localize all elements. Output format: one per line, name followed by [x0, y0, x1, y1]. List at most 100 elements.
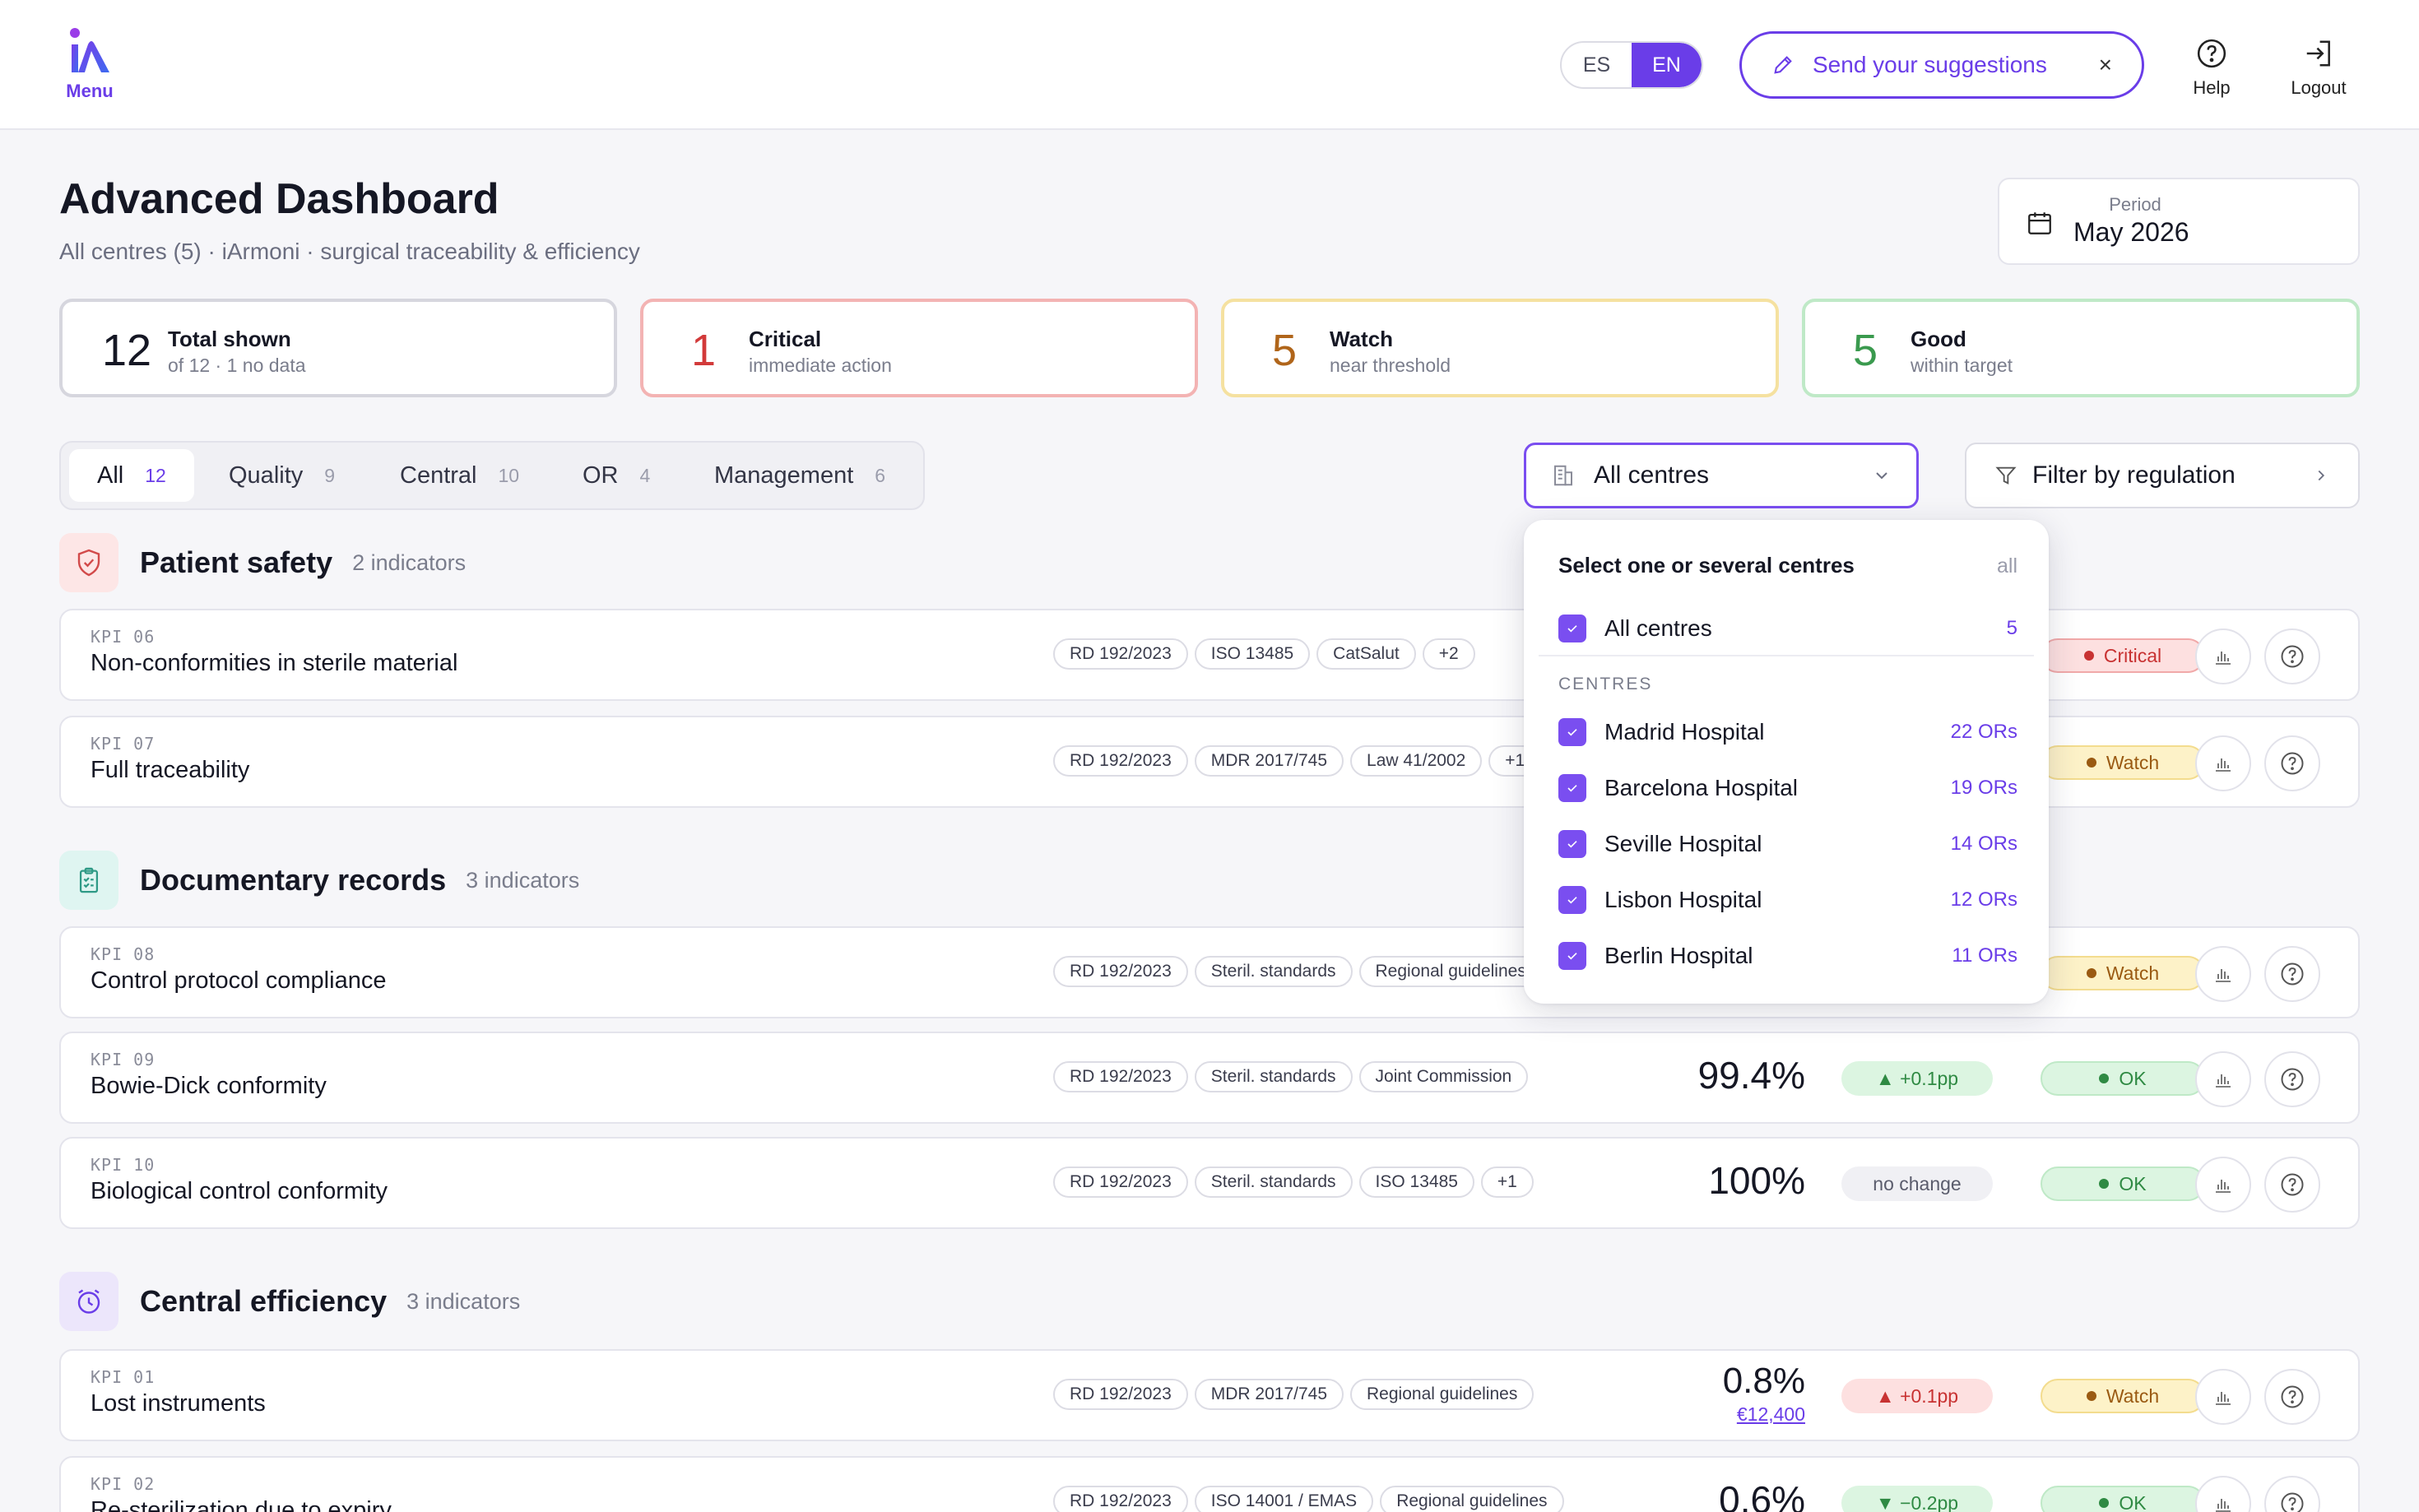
tab-management[interactable]: Management 6	[686, 449, 913, 502]
pencil-icon	[1774, 56, 1792, 74]
calendar-icon	[2028, 212, 2051, 234]
info-button[interactable]	[2264, 946, 2320, 1002]
option-count: 12 ORs	[1950, 888, 2017, 911]
kpi-row-09[interactable]: KPI 09 Bowie-Dick conformity RD 192/2023…	[59, 1032, 2360, 1124]
regulation-tag-more[interactable]: +2	[1422, 638, 1475, 670]
centre-option-all[interactable]: All centres 5	[1558, 612, 2017, 645]
info-button[interactable]	[2264, 628, 2320, 684]
regulation-tag[interactable]: Joint Commission	[1358, 1061, 1529, 1092]
centre-option-berlin[interactable]: Berlin Hospital 11 ORs	[1558, 939, 2017, 972]
summary-card-total[interactable]: 12 Total shown of 12 · 1 no data	[59, 299, 617, 397]
kpi-row-02[interactable]: KPI 02 Re-sterilization due to expiry RD…	[59, 1456, 2360, 1512]
regulation-tag[interactable]: RD 192/2023	[1053, 745, 1188, 777]
lang-es-option[interactable]: ES	[1582, 53, 1611, 77]
close-suggestions-icon[interactable]: ×	[2098, 52, 2112, 77]
help-icon	[2281, 1173, 2304, 1196]
send-suggestions-button[interactable]: Send your suggestions ×	[1739, 31, 2144, 99]
tab-all[interactable]: All 12	[69, 449, 194, 502]
regulation-tag[interactable]: RD 192/2023	[1053, 638, 1188, 670]
info-button[interactable]	[2264, 735, 2320, 791]
centres-select-label: All centres	[1594, 461, 1710, 489]
regulation-tag[interactable]: ISO 13485	[1358, 1166, 1474, 1198]
regulation-tags: RD 192/2023 MDR 2017/745 Law 41/2002 +1	[1053, 745, 1591, 778]
chart-button[interactable]	[2195, 946, 2251, 1002]
chevron-down-icon	[1876, 472, 1887, 480]
lang-en-option[interactable]: EN	[1632, 43, 1702, 87]
regulation-tag[interactable]: MDR 2017/745	[1194, 745, 1344, 777]
chart-button[interactable]	[2195, 735, 2251, 791]
change-badge: ▲ +0.1pp	[1841, 1061, 1993, 1096]
regulation-tag[interactable]: Law 41/2002	[1350, 745, 1483, 777]
checkbox-checked-icon[interactable]	[1558, 942, 1586, 970]
summary-critical-label: Critical	[749, 327, 822, 351]
info-button[interactable]	[2264, 1051, 2320, 1107]
checkbox-checked-icon[interactable]	[1558, 718, 1586, 746]
tab-or[interactable]: OR 4	[555, 449, 678, 502]
checkbox-checked-icon[interactable]	[1558, 774, 1586, 802]
regulation-tag[interactable]: Regional guidelines	[1380, 1486, 1564, 1512]
checkbox-checked-icon[interactable]	[1558, 615, 1586, 642]
chart-button[interactable]	[2195, 628, 2251, 684]
kpi-code: KPI 08	[91, 944, 156, 964]
tab-central-count: 10	[498, 464, 520, 486]
regulation-tag[interactable]: MDR 2017/745	[1194, 1379, 1344, 1410]
regulation-tag[interactable]: Steril. standards	[1194, 956, 1353, 987]
kpi-name: Non-conformities in sterile material	[91, 650, 458, 676]
regulation-tag[interactable]: RD 192/2023	[1053, 1379, 1188, 1410]
regulation-tag-more[interactable]: +1	[1480, 1166, 1534, 1198]
info-button[interactable]	[2264, 1369, 2320, 1425]
info-button[interactable]	[2264, 1157, 2320, 1213]
period-selector[interactable]: Period May 2026	[1998, 178, 2360, 265]
logout-button[interactable]: Logout	[2277, 38, 2360, 99]
top-header: Menu ES EN Send your suggestions × Help …	[0, 0, 2419, 130]
centre-option-lisbon[interactable]: Lisbon Hospital 12 ORs	[1558, 884, 2017, 916]
summary-card-good[interactable]: 5 Good within target	[1802, 299, 2360, 397]
page-subtitle: All centres (5) · iArmoni · surgical tra…	[59, 239, 640, 264]
regulation-tag[interactable]: RD 192/2023	[1053, 956, 1188, 987]
menu-button[interactable]: Menu	[61, 26, 118, 102]
centre-option-seville[interactable]: Seville Hospital 14 ORs	[1558, 828, 2017, 860]
centre-option-madrid[interactable]: Madrid Hospital 22 ORs	[1558, 716, 2017, 749]
cost-link[interactable]: €12,400	[1736, 1403, 1805, 1425]
bar-chart-icon	[2216, 1180, 2231, 1193]
regulation-tag[interactable]: ISO 13485	[1194, 638, 1311, 670]
help-button[interactable]: Help	[2179, 38, 2245, 99]
centre-option-barcelona[interactable]: Barcelona Hospital 19 ORs	[1558, 772, 2017, 805]
centres-select[interactable]: All centres	[1524, 443, 1919, 508]
chart-button[interactable]	[2195, 1476, 2251, 1512]
kpi-code: KPI 02	[91, 1474, 156, 1494]
summary-critical-value: 1	[691, 326, 717, 375]
info-button[interactable]	[2264, 1476, 2320, 1512]
select-all-link[interactable]: all	[1996, 554, 2017, 577]
summary-card-watch[interactable]: 5 Watch near threshold	[1221, 299, 1779, 397]
chart-button[interactable]	[2195, 1157, 2251, 1213]
kpi-row-10[interactable]: KPI 10 Biological control conformity RD …	[59, 1137, 2360, 1229]
checkbox-checked-icon[interactable]	[1558, 830, 1586, 858]
tab-quality[interactable]: Quality 9	[201, 449, 363, 502]
kpi-name: Lost instruments	[91, 1390, 266, 1417]
regulation-tag[interactable]: Steril. standards	[1194, 1166, 1353, 1198]
regulation-tag[interactable]: ISO 14001 / EMAS	[1194, 1486, 1374, 1512]
change-badge: no change	[1841, 1166, 1993, 1201]
regulation-tag[interactable]: Regional guidelines	[1358, 956, 1543, 987]
regulation-filter-label: Filter by regulation	[2032, 461, 2236, 489]
summary-card-critical[interactable]: 1 Critical immediate action	[640, 299, 1198, 397]
regulation-tag[interactable]: RD 192/2023	[1053, 1061, 1188, 1092]
checkbox-checked-icon[interactable]	[1558, 886, 1586, 914]
tab-quality-count: 9	[324, 464, 336, 486]
kpi-row-01[interactable]: KPI 01 Lost instruments RD 192/2023 MDR 2…	[59, 1349, 2360, 1441]
bar-chart-icon	[2216, 969, 2231, 982]
regulation-tag[interactable]: CatSalut	[1316, 638, 1416, 670]
regulation-tag[interactable]: Steril. standards	[1194, 1061, 1353, 1092]
regulation-tag[interactable]: RD 192/2023	[1053, 1166, 1188, 1198]
tab-central[interactable]: Central 10	[372, 449, 547, 502]
change-badge: ▲ +0.1pp	[1841, 1379, 1993, 1413]
language-switch[interactable]: ES EN	[1560, 41, 1703, 89]
regulation-tag[interactable]: RD 192/2023	[1053, 1486, 1188, 1512]
chart-button[interactable]	[2195, 1369, 2251, 1425]
regulation-tag[interactable]: Regional guidelines	[1350, 1379, 1535, 1410]
chart-button[interactable]	[2195, 1051, 2251, 1107]
help-icon	[2281, 752, 2304, 775]
section-count: 3 indicators	[406, 1288, 521, 1314]
regulation-filter-button[interactable]: Filter by regulation	[1965, 443, 2360, 508]
